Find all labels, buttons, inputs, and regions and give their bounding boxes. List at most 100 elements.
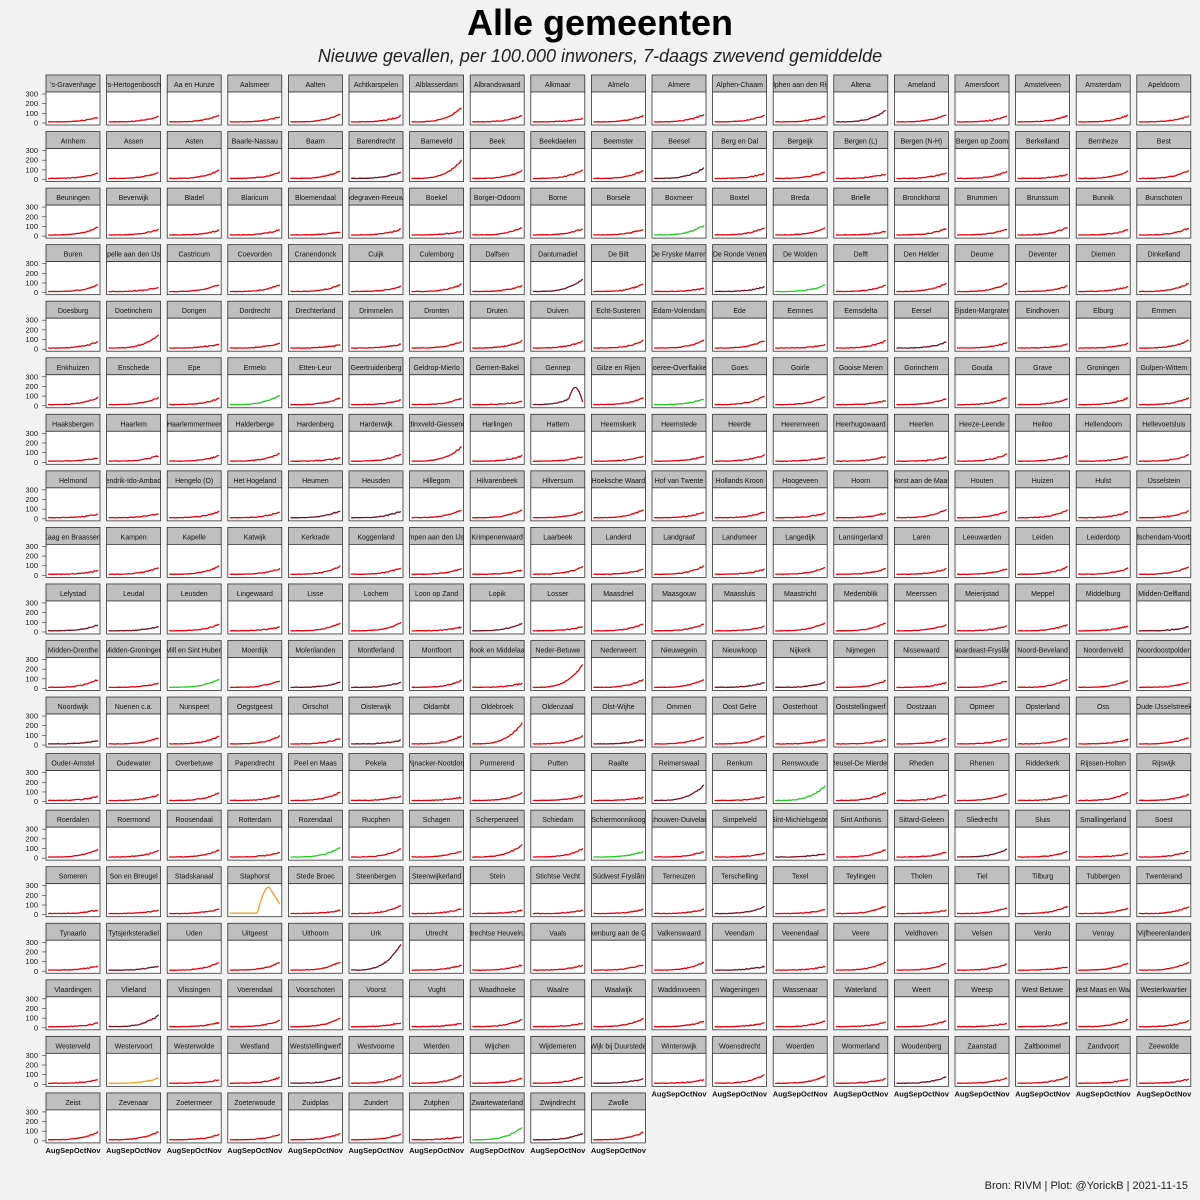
facet-label: Oudewater [116,761,151,768]
facet-panel: Leusden [166,583,222,635]
facet-label: Gooise Meren [839,365,883,372]
facet-label: Bergeijk [788,139,814,146]
facet-plot-area [166,430,222,465]
facet-panel: Oudewater [106,753,161,804]
facet-plot-area [833,713,889,748]
series-line [835,339,886,349]
series-line [714,796,765,802]
facet-label: Hulst [1095,478,1111,485]
facet-label: Voorst [366,987,386,994]
facet-label: Noordoostpolder [1138,648,1190,655]
facet-panel: Steenwijkerland [409,866,465,918]
facet-plot-area [106,261,161,296]
facet-label: Sint-Michielsgestel [771,817,830,824]
x-tick-labels: AugSepOctNov [773,1089,829,1098]
facet-panel: Middelburg [1075,583,1131,635]
facet-panel: Uithoorn [287,922,343,974]
facet-label: Waalwijk [605,987,633,994]
facet-label: Krimpen aan den IJssel [400,534,474,541]
facet-panel: Achtkarspelen [348,74,404,126]
series-line [47,226,99,236]
facet-plot-area [469,544,525,578]
facet-label: Cuijk [368,252,384,259]
y-tick-label: 200 [25,1061,38,1070]
facet-panel: Oost Gelre [712,696,767,748]
facet-plot-area [833,374,889,409]
facet-plot-area [287,600,343,635]
facet-panel: Almelo [591,74,646,126]
facet-panel: Utrecht [409,922,465,974]
series-line [957,282,1008,293]
series-line [229,229,281,236]
series-line [956,738,1008,745]
facet-plot-area [45,657,101,691]
facet-panel: Huizen [1015,470,1070,522]
series-line [229,626,280,632]
series-line [472,569,523,576]
y-tick-label: 100 [25,109,38,118]
facet-label: Oldambt [423,704,450,711]
facet-plot-area [712,261,767,296]
facet-plot-area [409,374,465,409]
series-line [714,453,766,462]
facet-plot-area [712,600,767,635]
facet-panel: Olst-Wijhe [591,696,646,748]
facet-panel: Hoorn [833,470,889,522]
series-line [714,172,765,180]
series-line [229,794,281,802]
facet-plot-area [1015,826,1070,861]
series-line [593,170,644,180]
facet-label: Terschelling [721,874,758,881]
facet-plot-area [894,657,949,691]
facet-plot-area [772,487,828,522]
facet-plot-area [1015,487,1070,522]
series-line [169,169,220,180]
facet-panel: Harderwijk [348,413,404,465]
facet-label: Beverwijk [119,195,149,202]
series-line [1138,227,1189,236]
series-line [169,114,220,123]
x-tick-labels: AugSepOctNov [1136,1089,1192,1098]
facet-label: Oude IJsselstreek [1136,704,1193,711]
facet-panel: Pijnacker-Nootdorp [409,753,465,804]
series-line [532,626,584,632]
y-tick-label: 0 [34,401,38,410]
facet-panel: Schiermonnikoog [591,809,646,861]
facet-panel: Velsen [954,922,1010,974]
facet-plot-area [45,317,101,352]
facet-label: Raalte [608,761,628,768]
facet-panel: Hattem [530,413,586,465]
facet-panel: Katwijk [227,527,283,578]
series-line [1138,510,1189,519]
facet-plot-area [833,430,889,465]
facet-label: Harlingen [482,421,512,428]
facet-label: Rotterdam [238,817,271,824]
facet-plot-area [409,939,465,974]
facet-plot-area [712,657,767,691]
facet-plot-area [166,600,222,635]
facet-label: Woudenberg [901,1043,941,1050]
series-line [229,851,281,858]
facet-panel: Hellendoorn [1075,413,1131,465]
facet-label: Montfoort [422,648,452,655]
series-line [108,396,160,406]
facet-plot-area [409,826,465,861]
facet-panel: Alblasserdam [409,74,465,126]
facet-label: Vlaardingen [54,987,91,994]
facet-label: Valkenswaard [657,930,701,937]
facet-plot-area [712,148,767,182]
facet-label: Haarlem [120,421,147,428]
y-tick-label: 200 [25,891,38,900]
facet-plot-area [227,261,283,296]
facet-panel: Pekela [348,753,404,804]
facet-plot-area [1075,883,1131,918]
facet-panel: Eemnes [772,300,828,352]
series-line [290,170,341,180]
facet-panel: Ermelo [227,357,283,409]
facet-label: Lelystad [60,591,86,598]
facet-label: Amstelveen [1024,82,1061,89]
x-tick-labels: AugSepOctNov [530,1146,586,1155]
facet-panel: Wassenaar [772,979,828,1031]
